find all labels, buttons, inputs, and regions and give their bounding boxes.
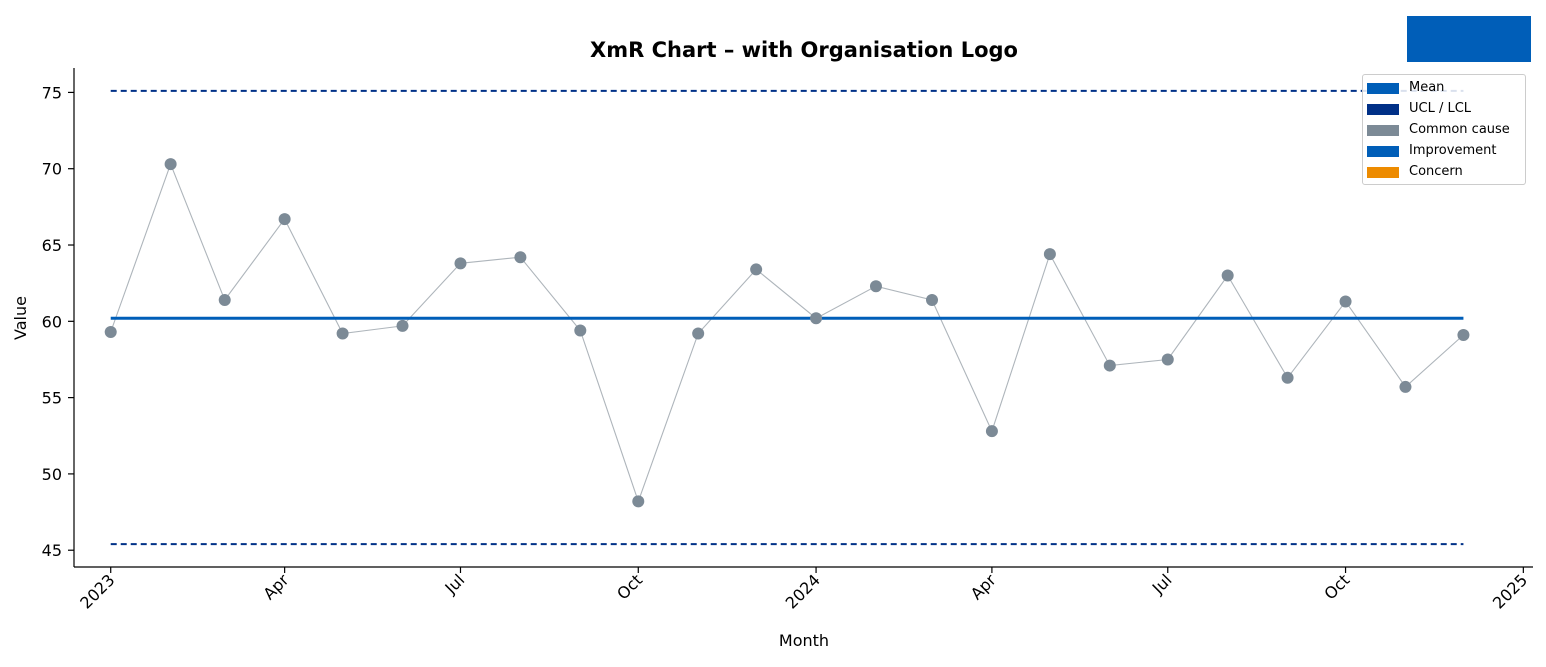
legend-label: Mean [1409, 80, 1445, 95]
data-point [926, 293, 939, 306]
data-point [454, 257, 467, 270]
data-point [869, 280, 882, 293]
x-tick-label: Oct [1320, 570, 1353, 603]
data-point [514, 251, 527, 264]
data-point [1399, 380, 1412, 393]
data-point [632, 495, 645, 508]
data-point [810, 312, 823, 325]
organisation-logo [1407, 16, 1531, 62]
x-tick-label: Apr [967, 570, 1000, 603]
y-tick-label: 45 [42, 541, 62, 560]
data-point [692, 327, 705, 340]
data-point [1339, 295, 1352, 308]
y-tick-label: 55 [42, 389, 62, 408]
y-tick-label: 70 [42, 160, 62, 179]
data-point [1103, 359, 1116, 372]
legend-item-improvement: Improvement [1367, 143, 1525, 159]
legend-label: Improvement [1409, 143, 1497, 158]
y-axis-label: Value [11, 296, 30, 340]
data-point [750, 263, 763, 276]
x-axis-label: Month [779, 631, 829, 650]
series-connector-line [110, 162, 1464, 504]
x-tick-label: Jul [1148, 570, 1176, 598]
data-point [278, 213, 291, 226]
y-tick-label: 75 [42, 83, 62, 102]
data-point [1457, 329, 1470, 342]
data-point [1161, 353, 1174, 366]
x-tick-label: Oct [613, 570, 646, 603]
x-tick-label: 2024 [782, 570, 824, 612]
legend-item-concern: Concern [1367, 164, 1525, 180]
legend-swatch-mean [1367, 83, 1399, 94]
y-tick-label: 60 [42, 312, 62, 331]
data-point [985, 425, 998, 438]
legend-item-mean: Mean [1367, 80, 1525, 96]
legend-swatch-concern [1367, 167, 1399, 178]
x-tick-label: Jul [441, 570, 469, 598]
data-point [396, 319, 409, 332]
data-point [1221, 269, 1234, 282]
data-point [336, 327, 349, 340]
legend-item-common-cause: Common cause [1367, 122, 1525, 138]
chart-legend: Mean UCL / LCL Common cause Improvement … [1362, 74, 1526, 185]
legend-label: Concern [1409, 164, 1463, 179]
data-point [218, 293, 231, 306]
data-point [1281, 371, 1294, 384]
legend-swatch-improvement [1367, 146, 1399, 157]
data-point [164, 158, 177, 171]
y-tick-label: 65 [42, 236, 62, 255]
legend-item-limits: UCL / LCL [1367, 101, 1525, 117]
legend-swatch-common-cause [1367, 125, 1399, 136]
legend-label: Common cause [1409, 122, 1510, 137]
data-point [574, 324, 587, 337]
data-point [104, 325, 117, 338]
x-tick-label: Apr [259, 570, 292, 603]
chart-title: XmR Chart – with Organisation Logo [590, 38, 1018, 62]
x-tick-label: 2023 [76, 570, 118, 612]
legend-swatch-limits [1367, 104, 1399, 115]
x-tick-label: 2025 [1489, 570, 1531, 612]
data-point [1043, 248, 1056, 261]
y-tick-label: 50 [42, 465, 62, 484]
legend-label: UCL / LCL [1409, 101, 1472, 116]
